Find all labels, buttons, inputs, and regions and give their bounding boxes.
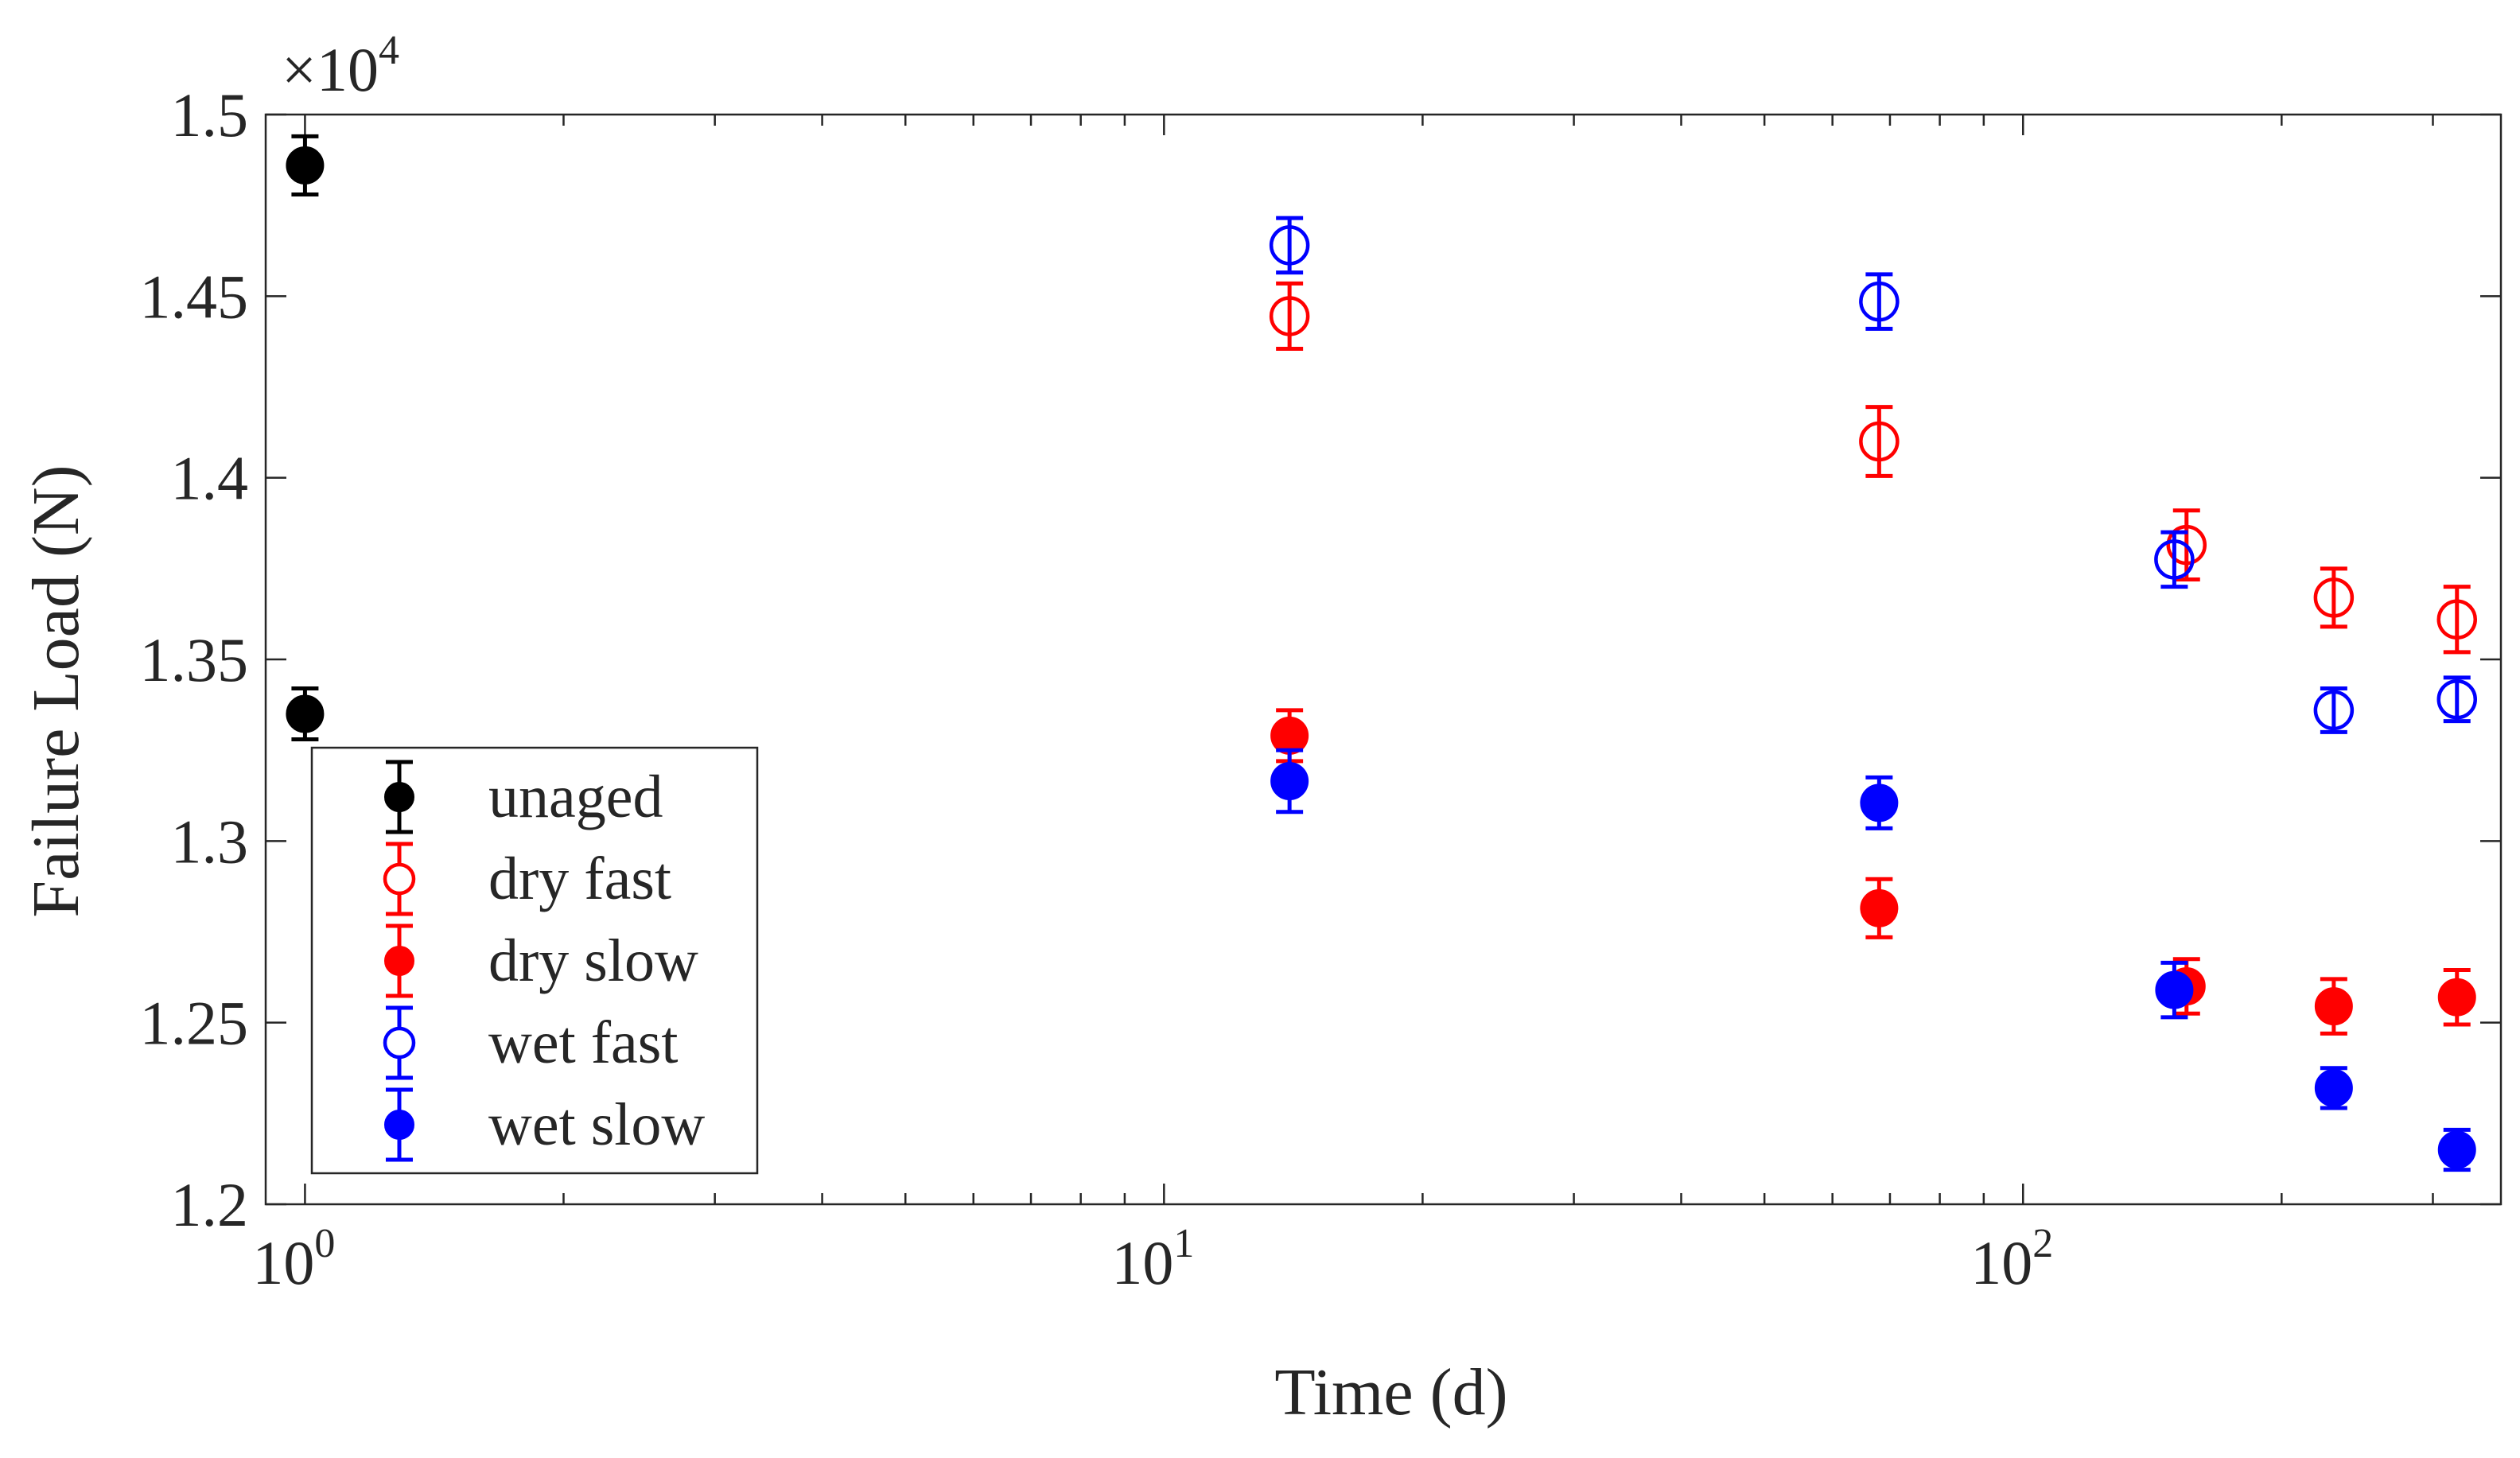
y-tick-label: 1.45 xyxy=(140,262,249,331)
point-wet-fast xyxy=(2313,690,2355,731)
point-wet-slow xyxy=(2155,970,2194,1009)
point-dry-slow xyxy=(2314,987,2353,1026)
legend-label: unaged xyxy=(488,764,663,830)
y-tick-label: 1.4 xyxy=(171,444,249,513)
x-tick-exponent: 0 xyxy=(314,1221,335,1266)
y-tick-label: 1.5 xyxy=(171,80,249,150)
series-wet-fast xyxy=(1269,216,2478,734)
y-tick-label: 1.3 xyxy=(171,807,249,876)
legend-entry-unaged: unaged xyxy=(384,760,663,834)
legend-marker xyxy=(384,946,414,976)
legend-entry-wet-slow: wet slow xyxy=(384,1087,705,1162)
legend-entry-dry-fast: dry fast xyxy=(383,842,671,916)
legend-label: wet fast xyxy=(488,1009,678,1076)
legend-label: dry slow xyxy=(488,927,698,994)
series-dry-fast xyxy=(1269,281,2478,655)
point-dry-fast xyxy=(2313,577,2355,618)
point-wet-fast xyxy=(1269,225,1310,266)
point-wet-slow xyxy=(1860,783,1899,822)
point-dry-fast xyxy=(2436,599,2478,640)
series-wet-slow xyxy=(1270,748,2476,1172)
legend-label: dry fast xyxy=(488,846,671,912)
y-axis-label: Failure Load (N) xyxy=(19,465,93,917)
legend-label: wet slow xyxy=(488,1091,705,1158)
legend-entry-wet-fast: wet fast xyxy=(383,1005,678,1080)
point-wet-fast xyxy=(1859,281,1900,322)
x-tick-exponent: 1 xyxy=(1173,1221,1194,1266)
series-unaged xyxy=(286,134,325,741)
x-tick-base: 10 xyxy=(252,1228,314,1297)
x-tick-label: 102 xyxy=(1970,1221,2053,1297)
point-wet-slow xyxy=(1270,761,1309,800)
y-tick-label: 1.25 xyxy=(140,989,249,1058)
y-tick-label: 1.35 xyxy=(140,625,249,694)
legend-marker xyxy=(384,782,414,812)
point-wet-slow xyxy=(2314,1068,2353,1107)
point-wet-slow xyxy=(2437,1130,2476,1169)
x-tick-label: 101 xyxy=(1111,1221,1194,1297)
legend-marker xyxy=(383,1026,416,1059)
point-dry-fast xyxy=(1859,421,1900,462)
point-wet-fast xyxy=(2154,539,2195,580)
data-marks xyxy=(286,134,2478,1172)
axes-frame xyxy=(264,113,2502,1206)
y-multiplier-base: ×10 xyxy=(282,35,379,104)
point-unaged xyxy=(286,146,325,185)
point-dry-fast xyxy=(2166,524,2207,566)
point-dry-slow xyxy=(2437,978,2476,1017)
x-tick-base: 10 xyxy=(1111,1228,1173,1297)
point-dry-fast xyxy=(1269,296,1310,336)
y-multiplier-exponent: 4 xyxy=(379,28,399,73)
legend-entry-dry-slow: dry slow xyxy=(384,923,698,998)
point-wet-fast xyxy=(2436,678,2478,720)
point-unaged xyxy=(286,694,325,733)
x-tick-label: 100 xyxy=(252,1221,335,1297)
legend-marker xyxy=(384,1110,414,1140)
x-tick-base: 10 xyxy=(1970,1228,2032,1297)
y-tick-label: 1.2 xyxy=(171,1170,249,1239)
legend-marker xyxy=(383,862,416,896)
x-tick-exponent: 2 xyxy=(2032,1221,2053,1266)
y-multiplier: ×104 xyxy=(282,28,399,104)
legend: unaged dry fast dry slow wet fast wet slow xyxy=(310,746,759,1175)
x-axis-label: Time (d) xyxy=(1274,1355,1507,1429)
point-dry-slow xyxy=(1860,888,1899,927)
